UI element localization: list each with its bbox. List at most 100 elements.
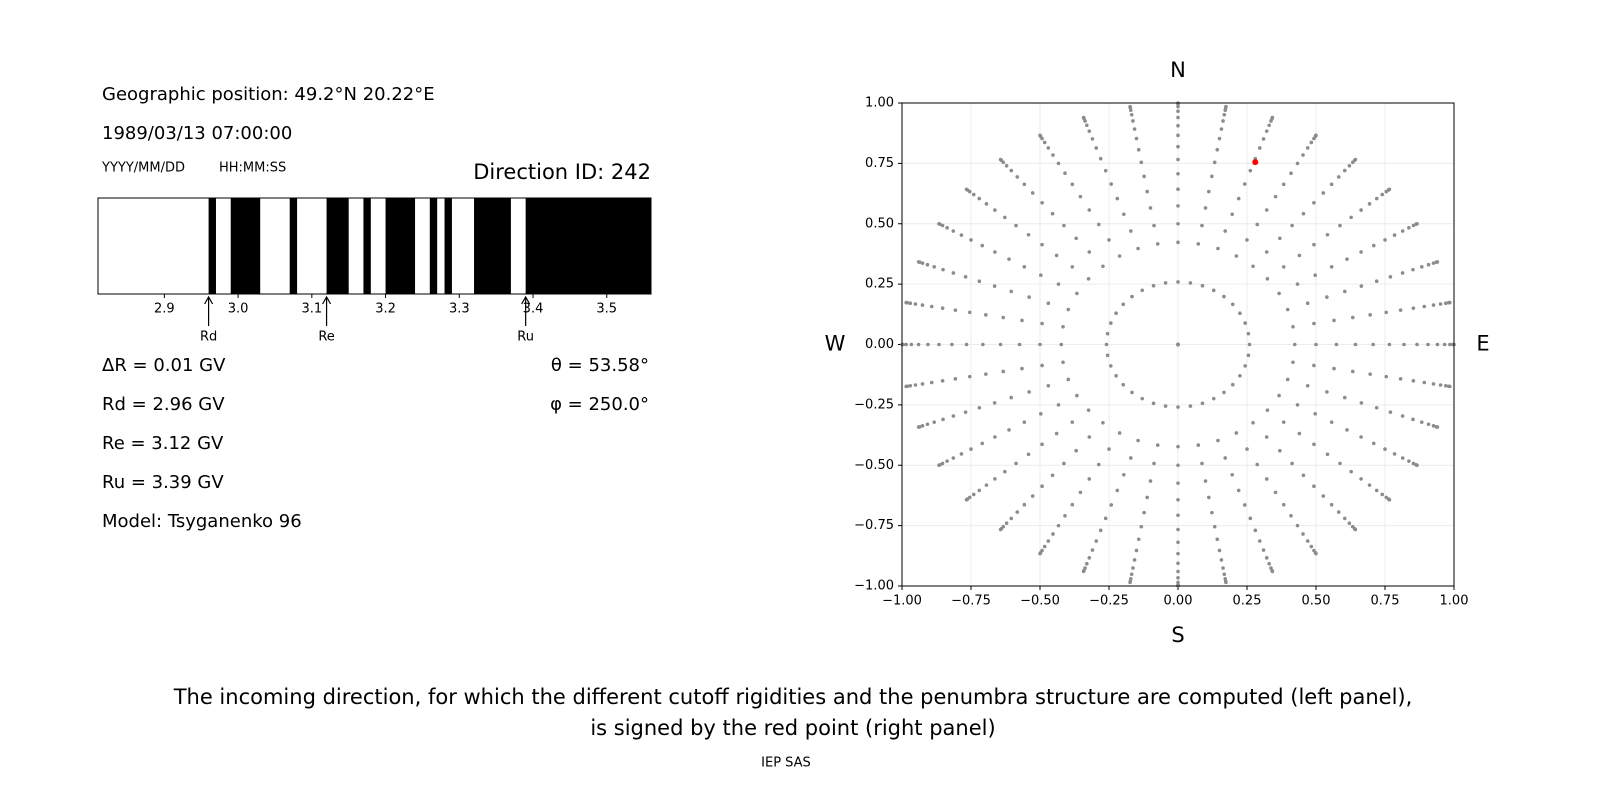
direction-point	[1374, 405, 1379, 410]
direction-point	[1151, 283, 1156, 288]
direction-point	[1176, 104, 1180, 109]
forbidden-band	[474, 198, 511, 294]
direction-point	[1163, 281, 1168, 285]
direction-point	[1380, 192, 1385, 197]
direction-point	[1176, 551, 1180, 556]
direction-point	[941, 417, 945, 422]
direction-point	[1200, 461, 1204, 466]
direction-point	[1402, 342, 1406, 347]
direction-point	[1236, 488, 1241, 493]
direction-point	[1001, 315, 1006, 320]
panel-title: Direction ID: 242	[473, 160, 651, 184]
direction-point	[937, 221, 941, 226]
x-tick-label: 2.9	[154, 302, 175, 317]
direction-point	[1242, 182, 1247, 186]
direction-point	[1338, 461, 1342, 466]
direction-point	[998, 527, 1003, 532]
direction-point	[1176, 221, 1180, 226]
direction-point	[964, 497, 969, 502]
arrow-head	[521, 295, 531, 305]
direction-point	[1387, 187, 1392, 192]
direction-point	[1207, 495, 1211, 500]
direction-point	[1014, 223, 1018, 228]
direction-point	[1026, 232, 1031, 237]
direction-point	[1139, 524, 1144, 529]
direction-point	[984, 483, 989, 487]
direction-point	[1039, 273, 1043, 277]
direction-point	[1136, 246, 1140, 251]
direction-point	[1261, 548, 1266, 552]
direction-point	[1264, 477, 1269, 481]
direction-point	[1431, 303, 1436, 307]
result-line: Re = 3.12 GV	[102, 433, 224, 454]
y-tick-label: −1.00	[854, 579, 894, 594]
direction-point	[1046, 301, 1051, 306]
direction-point	[951, 229, 956, 233]
direction-point	[1267, 561, 1271, 566]
direction-point	[1038, 342, 1042, 347]
direction-point	[941, 267, 945, 272]
direction-point	[1176, 580, 1180, 585]
direction-point	[1117, 431, 1122, 435]
direction-point	[1176, 569, 1180, 574]
direction-point	[1265, 277, 1270, 281]
direction-point	[1176, 280, 1180, 284]
x-tick-label: 3.1	[301, 302, 322, 317]
direction-point	[1101, 264, 1105, 269]
direction-point	[1435, 260, 1440, 264]
y-tick-label: 0.75	[865, 156, 894, 171]
direction-point	[913, 383, 918, 387]
direction-label: E	[1476, 332, 1489, 356]
direction-point	[1278, 236, 1282, 241]
direction-point	[1107, 447, 1111, 451]
direction-point	[920, 303, 925, 307]
direction-point	[1238, 373, 1242, 378]
x-tick-label: 0.50	[1302, 594, 1331, 609]
direction-point	[992, 401, 997, 405]
direction-point	[951, 414, 956, 418]
direction-point	[1281, 182, 1286, 187]
direction-point	[950, 342, 954, 347]
direction-point	[1176, 463, 1180, 468]
direction-point	[993, 477, 997, 481]
direction-point	[963, 275, 968, 279]
direction-point	[932, 420, 937, 424]
direction-point	[1176, 204, 1180, 208]
direction-point	[1387, 342, 1392, 347]
direction-point	[1368, 313, 1372, 317]
direction-point	[1132, 127, 1137, 131]
direction-point	[1030, 191, 1035, 195]
x-tick-label: 0.00	[1164, 594, 1193, 609]
direction-point	[1140, 396, 1145, 401]
direction-point	[1289, 513, 1293, 518]
direction-point	[1094, 146, 1099, 150]
direction-point	[1243, 364, 1247, 368]
direction-point	[1411, 306, 1416, 310]
direction-point	[1176, 497, 1180, 502]
direction-point	[1380, 492, 1385, 497]
direction-point	[1070, 182, 1075, 187]
result-line: Rd = 2.96 GV	[102, 394, 225, 415]
direction-point	[1347, 163, 1352, 168]
direction-point	[1216, 246, 1220, 251]
direction-point	[1248, 516, 1253, 521]
direction-point	[1400, 271, 1405, 275]
direction-point	[1176, 240, 1180, 245]
direction-point	[977, 196, 982, 201]
direction-label: S	[1171, 623, 1184, 647]
direction-point	[1314, 551, 1318, 556]
direction-point	[1128, 580, 1132, 585]
direction-point	[1103, 168, 1108, 173]
direction-point	[1211, 396, 1216, 401]
direction-point	[1230, 212, 1234, 217]
direction-point	[993, 435, 997, 439]
direction-point	[1042, 140, 1047, 145]
direction-point	[904, 342, 908, 347]
direction-point	[1350, 315, 1355, 320]
direction-point	[1290, 223, 1294, 228]
angle-line: θ = 53.58°	[551, 355, 649, 376]
direction-point	[1075, 393, 1079, 398]
direction-point	[1367, 202, 1372, 206]
direction-point	[1332, 318, 1336, 323]
